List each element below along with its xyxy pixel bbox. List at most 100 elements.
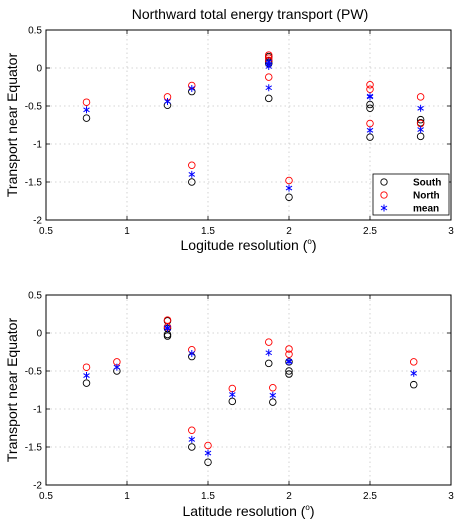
legend-marker-north (380, 191, 388, 199)
data-point-mean (83, 372, 90, 380)
y-axis-title: Transport near Equator (4, 53, 20, 198)
data-point-mean (188, 170, 196, 178)
data-point-south (416, 115, 425, 124)
y-tick-label: 0 (36, 64, 42, 75)
data-point-north (82, 98, 91, 106)
data-point-mean (83, 106, 90, 114)
data-point-south (163, 332, 172, 340)
series-mean (83, 58, 424, 192)
data-point-south (265, 94, 273, 103)
data-point-mean (188, 435, 196, 443)
legend-marker-south (380, 178, 388, 186)
data-point-south (366, 104, 374, 113)
legend-label-north: North (413, 191, 440, 202)
data-point-south (163, 330, 172, 339)
data-point-south (366, 100, 374, 109)
chart-panel-latitude: 0.5 1 1.5 2 2.5 3 -2 -1.5 -1 -0.5 0 0.5 Latitude res… (4, 291, 454, 520)
x-tick-label: 1 (124, 226, 130, 237)
data-point-south (82, 114, 91, 122)
y-tick-label: -1.5 (25, 178, 43, 189)
y-tick-label: 0.5 (28, 291, 42, 302)
data-point-north (285, 350, 293, 359)
data-point-south (269, 398, 277, 406)
data-point-mean (410, 369, 418, 377)
data-point-mean (417, 104, 424, 112)
data-point-south (416, 132, 425, 141)
data-point-mean (285, 358, 293, 366)
data-point-north (366, 85, 374, 94)
y-tick-label: -1 (33, 405, 42, 416)
x-tick-label: 2.5 (363, 491, 377, 502)
data-point-north (82, 363, 91, 371)
data-point-south (285, 367, 293, 375)
x-tick-label: 0.5 (39, 491, 53, 502)
data-point-mean (366, 92, 374, 100)
x-tick-label: 3 (448, 226, 454, 237)
data-point-north (188, 426, 196, 435)
data-point-mean (269, 391, 277, 399)
series-north (82, 316, 418, 450)
data-point-mean (164, 97, 171, 105)
legend-marker-mean (380, 204, 388, 212)
data-point-mean (417, 126, 424, 134)
data-point-north (265, 338, 273, 346)
x-axis-title: Latitude resolution (o) (182, 503, 314, 519)
legend-label-mean: mean (413, 204, 439, 215)
x-axis-title: Logitude resolution (o) (181, 237, 317, 253)
data-point-mean (188, 350, 196, 358)
data-point-north (228, 384, 237, 393)
series-north (82, 51, 425, 185)
legend: South North mean (372, 173, 450, 216)
y-tick-label: 0 (36, 329, 42, 340)
y-axis-title: Transport near Equator (4, 318, 20, 463)
y-tick-label: -0.5 (25, 367, 43, 378)
data-point-south (188, 443, 196, 451)
data-point-north (366, 80, 374, 89)
grid (46, 295, 451, 485)
data-point-north (366, 119, 374, 128)
data-point-north (265, 73, 273, 81)
data-point-north (204, 441, 212, 450)
x-tick-label: 2 (286, 491, 292, 502)
x-tick-label: 1.5 (201, 491, 215, 502)
x-tick-label: 2 (286, 226, 292, 237)
legend-label-south: South (413, 178, 441, 189)
x-tick-label: 1.5 (201, 226, 215, 237)
data-point-south (204, 458, 212, 466)
plot-frame (45, 29, 452, 221)
y-tick-label: -2 (33, 216, 42, 227)
x-tick-label: 0.5 (39, 226, 53, 237)
data-point-mean (164, 324, 171, 332)
data-point-mean (204, 449, 212, 457)
data-point-south (228, 397, 237, 406)
y-tick-label: 0.5 (28, 26, 42, 37)
chart-panel-longitude: 0.5 1 1.5 2 2.5 3 -2 -1.5 -1 -0.5 0 0.5 Logitude res… (4, 26, 454, 254)
data-point-north (285, 345, 293, 353)
data-point-mean (285, 184, 293, 192)
data-point-north (188, 161, 196, 170)
grid (46, 30, 451, 220)
x-tick-label: 2.5 (363, 226, 377, 237)
data-point-mean (265, 84, 273, 92)
data-point-north (269, 383, 277, 392)
y-tick-label: -1.5 (25, 443, 43, 454)
y-tick-label: -2 (33, 481, 42, 492)
y-tick-label: -1 (33, 140, 42, 151)
data-point-north (416, 93, 425, 101)
data-point-south (409, 380, 418, 389)
series-mean (83, 324, 418, 457)
series-south (82, 317, 418, 466)
chart-title-top: Northward total energy transport (PW) (132, 6, 369, 22)
y-tick-label: -0.5 (25, 102, 43, 113)
data-point-south (188, 178, 196, 186)
plot-frame (45, 294, 452, 486)
data-point-south (366, 133, 374, 141)
data-point-mean (113, 363, 121, 371)
data-point-north (265, 51, 273, 59)
data-point-mean (366, 126, 374, 134)
data-point-north (285, 176, 293, 185)
data-point-mean (265, 349, 273, 357)
data-point-mean (229, 391, 236, 399)
data-point-south (265, 359, 273, 368)
